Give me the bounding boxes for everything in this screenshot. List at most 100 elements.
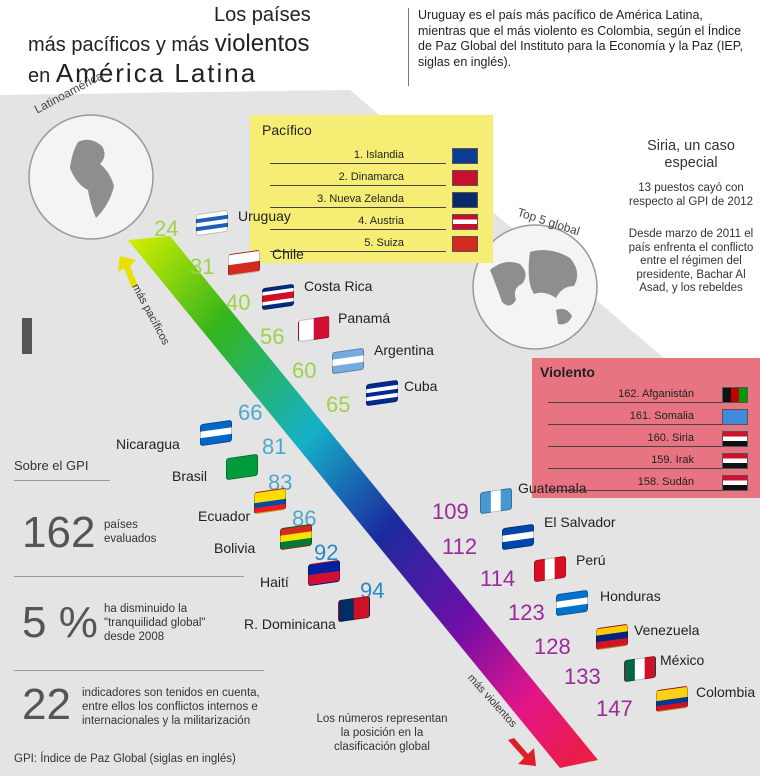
syria-flag-icon xyxy=(722,431,748,447)
stat-decline-text: ha disminuido la "tranquilidad global" d… xyxy=(104,603,206,643)
violent-rank-rule xyxy=(548,468,724,469)
country-flag-icon xyxy=(332,347,364,375)
intro-text: Uruguay es el país más pacífico de Améri… xyxy=(418,8,743,69)
somalia-flag-icon xyxy=(722,409,748,425)
peaceful-rank-rule xyxy=(270,229,446,230)
peaceful-rank-label: 4. Austria xyxy=(358,215,404,227)
country-name: Perú xyxy=(576,552,606,568)
country-name: Nicaragua xyxy=(116,436,180,452)
afghanistan-flag-icon xyxy=(722,387,748,403)
country-rank: 128 xyxy=(534,634,571,659)
country-rank: 40 xyxy=(226,290,251,315)
country-name: Colombia xyxy=(696,684,756,700)
country-flag-icon xyxy=(366,379,398,407)
title-divider xyxy=(408,8,409,86)
country-flag-icon xyxy=(262,283,294,311)
country-flag-icon xyxy=(308,559,340,587)
country-name: El Salvador xyxy=(544,514,616,530)
gpi-rule-1 xyxy=(14,480,110,481)
gpi-section-title: Sobre el GPI xyxy=(14,458,89,473)
country-rank: 112 xyxy=(442,534,478,559)
iceland-flag-icon xyxy=(452,148,478,164)
violent-rank-label: 162. Afganistán xyxy=(618,388,694,400)
peaceful-rank-rule xyxy=(270,207,446,208)
country-name: Chile xyxy=(272,246,304,262)
country-flag-icon xyxy=(534,555,566,583)
syria-text-2: Desde marzo de 2011 el país enfrenta el … xyxy=(628,228,754,294)
peaceful-rank-rule xyxy=(270,185,446,186)
country-flag-icon xyxy=(596,623,628,651)
down-arrow-icon xyxy=(508,738,536,766)
country-flag-icon xyxy=(228,249,260,277)
country-name: Brasil xyxy=(172,468,208,484)
country-flag-icon xyxy=(280,523,312,551)
up-arrow-icon xyxy=(118,256,138,288)
country-flag-icon xyxy=(502,523,534,551)
country-name: Cuba xyxy=(404,378,438,394)
violent-rank-rule xyxy=(548,446,724,447)
country-flag-icon xyxy=(254,487,286,515)
country-name: Uruguay xyxy=(238,208,291,224)
credit-logo xyxy=(22,318,32,354)
country-name: Honduras xyxy=(600,588,661,604)
country-rank: 81 xyxy=(262,434,287,459)
country-name: Haití xyxy=(260,574,289,590)
country-rank: 123 xyxy=(508,600,545,625)
country-rank: 31 xyxy=(190,254,215,279)
country-name: Panamá xyxy=(338,310,391,326)
country-name: Ecuador xyxy=(198,508,251,524)
title-line-3: en América Latina xyxy=(28,58,258,88)
stat-countries-text: países evaluados xyxy=(104,519,157,545)
latam-globe-icon xyxy=(28,114,154,240)
stat-indicators-text: indicadores son tenidos en cuenta, entre… xyxy=(82,687,260,727)
country-rank: 65 xyxy=(326,392,351,417)
peaceful-rank-label: 5. Suiza xyxy=(364,237,404,249)
country-flag-icon xyxy=(656,685,688,713)
country-rank: 60 xyxy=(292,358,317,383)
peaceful-rank-label: 1. Islandia xyxy=(353,149,404,161)
country-rank: 109 xyxy=(432,499,469,524)
rank-note: Los números representan la posición en l… xyxy=(316,713,448,753)
sudan-flag-icon xyxy=(722,475,748,491)
stat-countries-value: 162 xyxy=(22,508,96,557)
country-name: R. Dominicana xyxy=(244,616,336,632)
violent-rank-label: 159. Irak xyxy=(651,454,694,466)
iraq-flag-icon xyxy=(722,453,748,469)
country-flag-icon xyxy=(338,595,370,623)
country-name: México xyxy=(660,652,705,668)
syria-text-1: 13 puestos cayó con respecto al GPI de 2… xyxy=(628,182,754,208)
switzerland-flag-icon xyxy=(452,236,478,252)
violent-panel-title: Violento xyxy=(540,364,595,380)
country-rank: 114 xyxy=(480,566,516,591)
title-line-2: más pacíficos y más violentos xyxy=(28,30,310,57)
peaceful-rank-label: 3. Nueva Zelanda xyxy=(317,193,404,205)
violent-top5-panel xyxy=(532,358,760,498)
peaceful-panel-title: Pacífico xyxy=(262,122,312,138)
country-rank: 133 xyxy=(564,664,601,689)
country-name: Bolivia xyxy=(214,540,256,556)
stat-indicators-value: 22 xyxy=(22,680,71,729)
title-line-1: Los países xyxy=(214,4,311,26)
violent-rank-label: 160. Siria xyxy=(647,432,694,444)
violent-rank-rule xyxy=(548,402,724,403)
country-flag-icon xyxy=(480,487,512,515)
country-flag-icon xyxy=(298,315,330,343)
denmark-flag-icon xyxy=(452,170,478,186)
country-rank: 66 xyxy=(238,400,263,425)
gpi-footnote: GPI: Índice de Paz Global (siglas en ing… xyxy=(14,753,236,765)
country-rank: 24 xyxy=(154,216,179,241)
stat-decline-value: 5 % xyxy=(22,598,98,647)
country-flag-icon xyxy=(196,209,228,237)
country-flag-icon xyxy=(226,453,258,481)
peaceful-rank-rule xyxy=(270,251,446,252)
country-flag-icon xyxy=(200,419,232,447)
ranking-spectrum-bar xyxy=(128,236,598,768)
violent-rank-label: 158. Sudán xyxy=(637,476,694,488)
peaceful-rank-rule xyxy=(270,163,446,164)
violent-rank-rule xyxy=(548,424,724,425)
country-name: Costa Rica xyxy=(304,278,373,294)
gpi-rule-2 xyxy=(14,576,244,577)
new-zealand-flag-icon xyxy=(452,192,478,208)
violent-rank-label: 161. Somalia xyxy=(629,410,694,422)
